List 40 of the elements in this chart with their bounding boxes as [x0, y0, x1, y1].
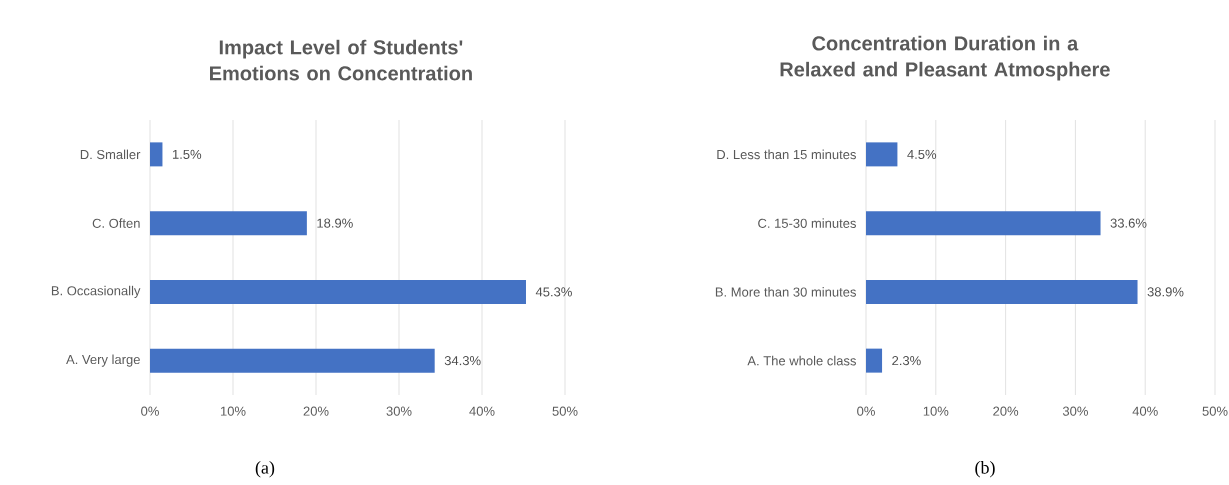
data-label: 1.5%: [172, 149, 202, 159]
y-tick-label: C. 15-30 minutes: [758, 218, 856, 228]
bar: [866, 279, 1138, 304]
text: (a): [255, 461, 275, 478]
data-label: 2.3%: [892, 356, 921, 366]
data-label: 34.3%: [444, 356, 481, 366]
y-tick-label: B. More than 30 minutes: [715, 287, 856, 297]
x-tick-label: 20%: [303, 406, 329, 416]
y-tick-label: A. The whole class: [747, 355, 856, 366]
data-label: 38.9%: [1147, 287, 1184, 297]
x-tick-label: 10%: [220, 406, 246, 416]
bar: [866, 142, 898, 167]
x-tick-label: 40%: [1132, 406, 1158, 416]
x-tick-label: 0%: [857, 406, 875, 416]
bar: [150, 348, 435, 373]
y-tick-label: D. Less than 15 minutes: [717, 149, 856, 160]
data-label: 4.5%: [907, 149, 937, 159]
bar: [150, 211, 307, 236]
y-tick-label: C. Often: [92, 218, 140, 228]
x-tick-label: 10%: [923, 406, 949, 416]
chart-title: Concentration Duration in a Relaxed and Pleasant Atmosphere: [780, 35, 1110, 81]
chart-title: Impact Level of Students' Emotions on Concentration: [210, 39, 472, 81]
x-tick-label: 30%: [1062, 406, 1088, 416]
x-tick-label: 40%: [469, 406, 495, 416]
bar: [866, 348, 883, 373]
y-tick-label: A. Very large: [66, 354, 140, 367]
y-tick-label: B. Occasionally: [51, 285, 141, 298]
x-tick-label: 30%: [386, 406, 412, 416]
data-label: 33.6%: [1110, 218, 1147, 228]
data-label: 18.9%: [317, 218, 353, 228]
bar: [150, 142, 163, 167]
x-tick-label: 50%: [552, 406, 578, 416]
x-tick-label: 50%: [1202, 406, 1228, 416]
bar: [866, 211, 1101, 236]
data-label: 45.3%: [535, 287, 572, 297]
x-tick-label: 20%: [993, 406, 1019, 416]
x-tick-label: 0%: [141, 406, 159, 416]
bar: [150, 279, 526, 304]
y-tick-label: D. Smaller: [80, 149, 141, 160]
text: (b): [975, 461, 995, 478]
